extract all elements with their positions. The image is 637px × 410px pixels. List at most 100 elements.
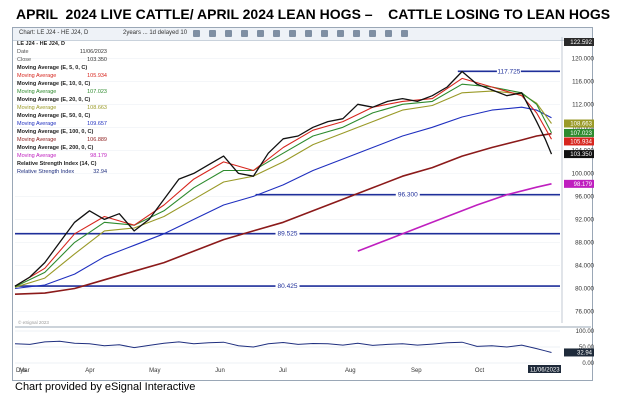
legend-ma10-label: Moving Average — [17, 89, 57, 95]
toolbar-icon[interactable] — [321, 30, 328, 37]
x-tick-label: May — [149, 368, 160, 374]
value-tag-bg — [564, 137, 594, 146]
series-line-ema200 — [357, 183, 552, 252]
price-tick-label: 96.000 — [575, 193, 594, 200]
toolbar-icon[interactable] — [209, 30, 216, 37]
x-tick-label: Apr — [85, 368, 94, 374]
rsi-pane — [14, 330, 560, 364]
legend-ma100-value: 106.889 — [87, 137, 107, 143]
value-tag: 98.179 — [564, 179, 594, 188]
legend-ma200-name: Moving Average (E, 200, 0, C) — [17, 145, 94, 151]
value-tag-label: 103.350 — [570, 152, 592, 158]
price-lines — [14, 70, 553, 295]
chart-caption: Chart provided by eSignal Interactive — [15, 381, 196, 393]
price-top-tag-bg — [564, 38, 594, 46]
price-tick-label: 112.000 — [572, 101, 594, 108]
legend-rsi-name: Relative Strength Index (14, C) — [17, 161, 97, 167]
rsi-value-tag: 32.94 — [564, 348, 594, 357]
price-tick-label: 120.000 — [572, 55, 595, 62]
chart-toolbar: Chart: LE J24 - HE J24, D 2years ... 1d … — [13, 28, 592, 41]
value-tag-bg — [564, 128, 594, 137]
rsi-tick-label: 0.00 — [582, 361, 594, 367]
legend-ma50-label: Moving Average — [17, 121, 57, 127]
toolbar-icon[interactable] — [305, 30, 312, 37]
legend-ma20-value: 108.663 — [87, 105, 107, 111]
page-title: APRIL 2024 LIVE CATTLE/ APRIL 2024 LEAN … — [16, 6, 611, 22]
value-tag-label: 98.179 — [574, 182, 593, 188]
legend-ma5-label: Moving Average — [17, 73, 57, 79]
series-line-ema20 — [14, 90, 552, 288]
level-label: 96.300 — [398, 192, 418, 199]
legend-date-label: Date — [17, 49, 29, 55]
level-label: 80.425 — [278, 283, 298, 290]
legend-ma10-name: Moving Average (E, 10, 0, C) — [17, 81, 91, 87]
toolbar-icon[interactable] — [257, 30, 264, 37]
toolbar-icon[interactable] — [385, 30, 392, 37]
level-label-bg — [496, 67, 521, 75]
toolbar-icon[interactable] — [193, 30, 200, 37]
rsi-tick-label: 50.00 — [579, 345, 595, 351]
price-tick-label: 88.000 — [575, 239, 594, 246]
legend-ma100-name: Moving Average (E, 100, 0, C) — [17, 129, 94, 135]
rsi-axis: 100.00 50.00 0.00 32.94 — [564, 329, 595, 367]
toolbar-icon[interactable] — [353, 30, 360, 37]
plot-area — [15, 41, 560, 323]
value-tag: 107.023 — [564, 128, 594, 137]
x-tick-label: Jun — [215, 368, 225, 374]
price-tick-label: 92.000 — [575, 216, 594, 223]
legend-ma5-value: 105.934 — [87, 73, 107, 79]
current-date-tag-bg — [528, 365, 561, 373]
level-label-bg — [395, 190, 420, 198]
legend-rsi-label: Relative Strength Index — [17, 169, 75, 175]
x-tick-label: Jul — [279, 368, 287, 374]
chart-legend: LE J24 - HE J24, D Date 11/06/2023 Close 1… — [15, 40, 109, 176]
toolbar-icon[interactable] — [337, 30, 344, 37]
series-line-ema50 — [14, 106, 552, 290]
toolbar-icon[interactable] — [369, 30, 376, 37]
value-tag-bg — [564, 119, 594, 128]
level-label-bg — [275, 282, 300, 290]
legend-ma100-label: Moving Average — [17, 137, 57, 143]
x-tick-label: Aug — [345, 368, 356, 374]
toolbar-interval-label: 2years ... 1d delayed 10 — [123, 30, 188, 36]
price-tick-label: 108.000 — [572, 124, 595, 131]
value-tag: 108.663 — [564, 119, 594, 128]
toolbar-icon[interactable] — [241, 30, 248, 37]
value-tags: 108.663 107.023 105.934 103.350 98.179 — [564, 119, 594, 188]
legend-ma10-value: 107.023 — [87, 89, 107, 95]
value-tag-bg — [564, 150, 594, 159]
price-top-tag: 122.592 — [564, 38, 594, 46]
value-tag: 103.350 — [564, 150, 594, 159]
price-tick-label: 116.000 — [572, 78, 594, 85]
price-tick-label: 76.000 — [575, 308, 594, 315]
series-line-ema100 — [14, 132, 552, 295]
legend-ma200-value: 98.179 — [90, 153, 107, 159]
value-tag: 105.934 — [564, 137, 594, 146]
price-tick-label: 80.000 — [575, 285, 594, 292]
price-top-tag-label: 122.592 — [570, 40, 592, 46]
legend-ma50-name: Moving Average (E, 50, 0, C) — [17, 113, 91, 119]
toolbar-icon[interactable] — [289, 30, 296, 37]
x-tick-label: Oct — [475, 368, 485, 374]
series-line-ema10 — [14, 83, 552, 288]
rsi-value-tag-bg — [564, 348, 594, 357]
toolbar-icon[interactable] — [225, 30, 232, 37]
horizontal-levels: 117.725 96.300 89.525 80.425 — [15, 67, 560, 290]
legend-ma20-label: Moving Average — [17, 105, 57, 111]
legend-close-label: Close — [17, 57, 32, 63]
toolbar-icon[interactable] — [273, 30, 280, 37]
legend-ma200-label: Moving Average — [17, 153, 57, 159]
value-tag-label: 107.023 — [570, 131, 592, 137]
legend-rsi-value: 32.94 — [93, 169, 107, 175]
current-date-tag: 11/06/2023 — [528, 365, 561, 374]
rsi-line — [14, 340, 552, 353]
legend-close: 103.350 — [87, 57, 107, 63]
toolbar-icon[interactable] — [401, 30, 408, 37]
x-tick-label: Dys — [16, 368, 26, 374]
price-tick-label: 100.000 — [572, 170, 595, 177]
legend-symbol: LE J24 - HE J24, D — [17, 41, 65, 47]
level-label: 89.525 — [278, 231, 298, 238]
legend-ma5-name: Moving Average (E, 5, 0, C) — [17, 65, 88, 71]
